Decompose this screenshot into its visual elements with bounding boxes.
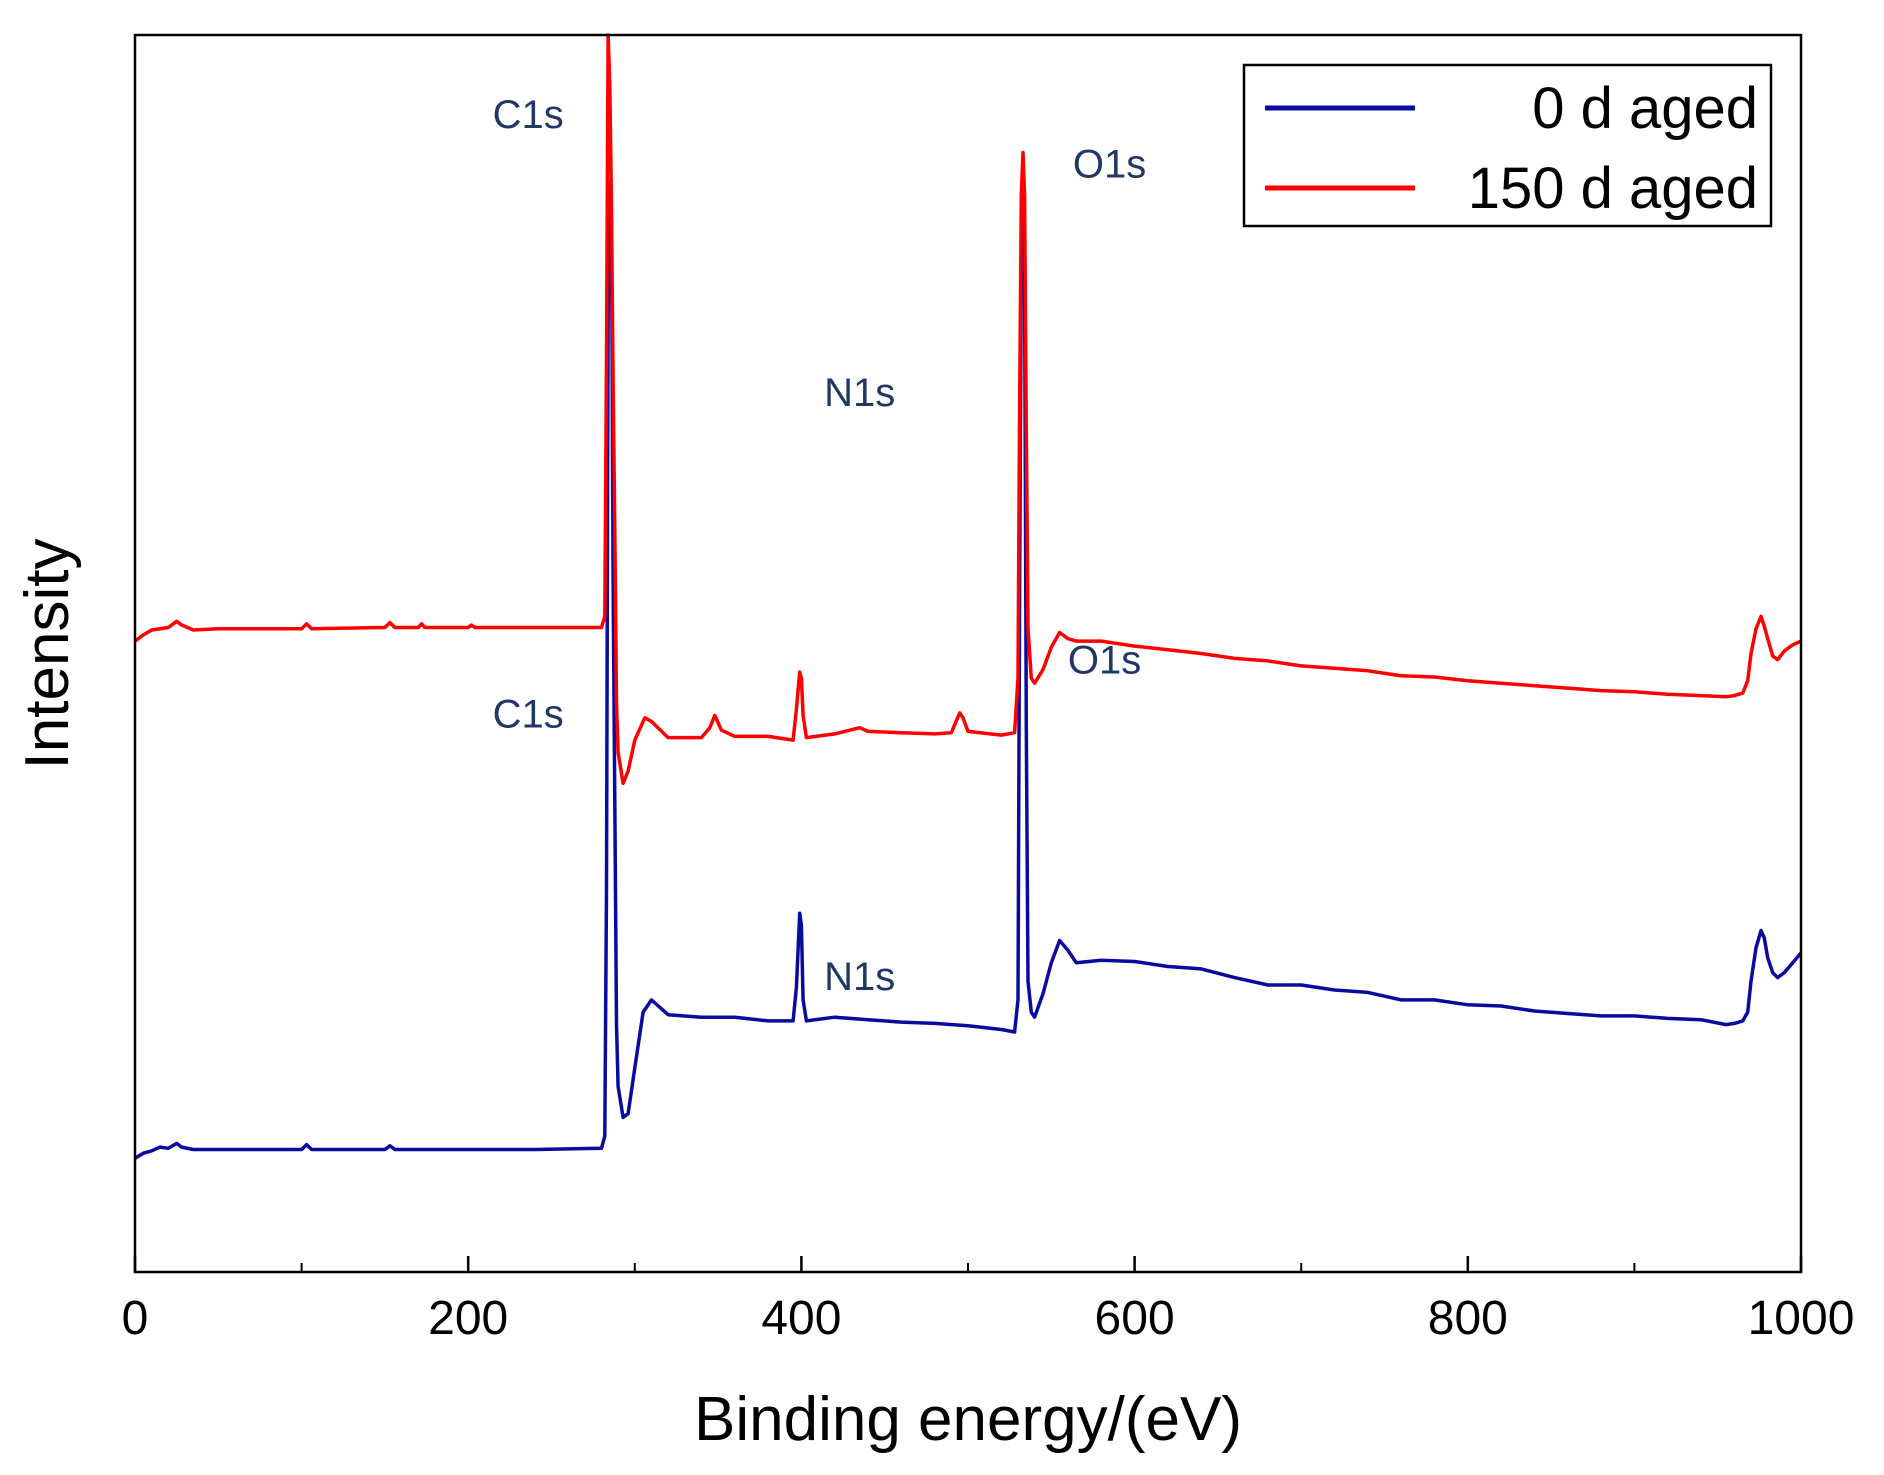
legend-label-150-d-aged: 150 d aged — [1468, 156, 1758, 221]
series-layer — [133, 33, 1803, 1160]
legend-frame — [1242, 63, 1773, 228]
x-axis-label: Binding energy/(eV) — [694, 1385, 1242, 1454]
legend: 0 d aged 150 d aged — [1242, 63, 1773, 228]
peak-label-c1s-0: C1s — [493, 93, 564, 137]
series-line-0-d-aged — [134, 181, 1803, 1160]
peak-label-o1s-1: O1s — [1073, 142, 1146, 186]
legend-label-0-d-aged: 0 d aged — [1532, 76, 1758, 141]
y-axis-label: Intensity — [13, 539, 82, 770]
peak-label-c1s-4: C1s — [493, 693, 564, 737]
x-tick-label-200: 200 — [428, 1292, 508, 1345]
x-tick-label-400: 400 — [761, 1292, 841, 1345]
x-tick-label-800: 800 — [1428, 1292, 1508, 1345]
peak-label-o1s-3: O1s — [1068, 638, 1141, 682]
x-tick-label-600: 600 — [1095, 1292, 1175, 1345]
annotation-layer: C1s O1s N1s O1s C1s N1s — [493, 93, 1147, 999]
peak-label-n1s-5: N1s — [824, 955, 895, 999]
x-tick-label-1000: 1000 — [1748, 1292, 1855, 1345]
series-line-150-d-aged — [133, 33, 1802, 786]
x-axis: 0 200 400 600 800 1000 — [122, 1256, 1855, 1345]
peak-label-n1s-2: N1s — [824, 371, 895, 415]
x-tick-label-0: 0 — [122, 1292, 149, 1345]
